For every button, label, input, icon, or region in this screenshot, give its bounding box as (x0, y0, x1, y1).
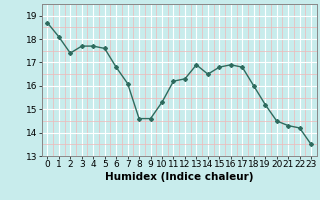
X-axis label: Humidex (Indice chaleur): Humidex (Indice chaleur) (105, 172, 253, 182)
